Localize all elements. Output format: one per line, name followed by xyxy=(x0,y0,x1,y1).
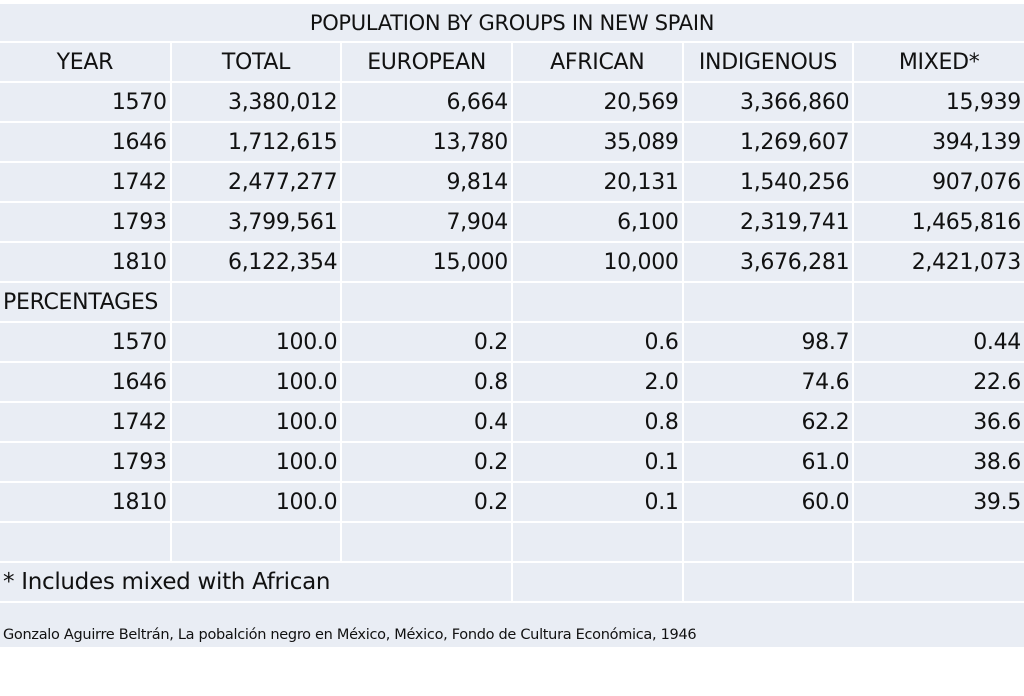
table-cell: 9,814 xyxy=(340,161,513,203)
table-cell: 10,000 xyxy=(510,241,684,283)
table-cell: 36.6 xyxy=(852,401,1024,443)
table-cell: 15,939 xyxy=(852,81,1024,123)
table-cell: 1793 xyxy=(0,441,172,483)
table-cell: 6,100 xyxy=(510,201,684,243)
table-cell: 6,122,354 xyxy=(169,241,343,283)
table-cell: 0.1 xyxy=(510,481,684,523)
table-cell: 1570 xyxy=(0,81,172,123)
table-cell: 15,000 xyxy=(340,241,513,283)
table-cell: 61.0 xyxy=(681,441,855,483)
table-cell: 3,366,860 xyxy=(681,81,855,123)
table-cell: 0.8 xyxy=(340,361,513,403)
table-cell: 39.5 xyxy=(852,481,1024,523)
table-cell: 1570 xyxy=(0,321,172,363)
table-cell: 100.0 xyxy=(169,481,343,523)
table-cell: 0.6 xyxy=(510,321,684,363)
table-cell: 907,076 xyxy=(852,161,1024,203)
table-row: 1570 100.0 0.2 0.6 98.7 0.44 xyxy=(0,321,1024,363)
table-cell: 98.7 xyxy=(681,321,855,363)
table-row: 1646 1,712,615 13,780 35,089 1,269,607 394,13… xyxy=(0,121,1024,163)
footnote: * Includes mixed with African xyxy=(0,561,513,603)
population-table: POPULATION BY GROUPS IN NEW SPAIN YEAR TO… xyxy=(0,4,1024,649)
table-cell: 2,319,741 xyxy=(681,201,855,243)
table-cell: 13,780 xyxy=(340,121,513,163)
table-cell: 1,712,615 xyxy=(169,121,343,163)
table-cell: 1646 xyxy=(0,121,172,163)
table-row: 1646 100.0 0.8 2.0 74.6 22.6 xyxy=(0,361,1024,403)
source-row: Gonzalo Aguirre Beltrán, La pobalción ne… xyxy=(0,601,1024,649)
table-cell: 20,131 xyxy=(510,161,684,203)
table-row: 1810 6,122,354 15,000 10,000 3,676,281 2,421,… xyxy=(0,241,1024,283)
column-header: INDIGENOUS xyxy=(681,41,855,83)
header-row: YEAR TOTAL EUROPEAN AFRICAN INDIGENOUS MIXED* xyxy=(0,41,1024,83)
footnote-row: * Includes mixed with African xyxy=(0,561,1024,603)
table-cell: 1,269,607 xyxy=(681,121,855,163)
table-cell: 2,421,073 xyxy=(852,241,1024,283)
table-cell: 0.8 xyxy=(510,401,684,443)
table-cell: 74.6 xyxy=(681,361,855,403)
table-cell: 0.44 xyxy=(852,321,1024,363)
percentages-label: PERCENTAGES xyxy=(0,281,172,323)
table-cell: 1793 xyxy=(0,201,172,243)
table-cell: 3,380,012 xyxy=(169,81,343,123)
table-row: 1742 2,477,277 9,814 20,131 1,540,256 907,076 xyxy=(0,161,1024,203)
table-cell: 1,465,816 xyxy=(852,201,1024,243)
table-title: POPULATION BY GROUPS IN NEW SPAIN xyxy=(0,4,1024,43)
column-header: TOTAL xyxy=(169,41,343,83)
table-cell: 35,089 xyxy=(510,121,684,163)
column-header: AFRICAN xyxy=(510,41,684,83)
table-row: 1742 100.0 0.4 0.8 62.2 36.6 xyxy=(0,401,1024,443)
table-row: 1810 100.0 0.2 0.1 60.0 39.5 xyxy=(0,481,1024,523)
table-cell: 0.2 xyxy=(340,321,513,363)
table-cell: 100.0 xyxy=(169,441,343,483)
table-row: 1570 3,380,012 6,664 20,569 3,366,860 15,939 xyxy=(0,81,1024,123)
table-cell: 38.6 xyxy=(852,441,1024,483)
column-header: YEAR xyxy=(0,41,172,83)
table-cell: 7,904 xyxy=(340,201,513,243)
table-cell: 100.0 xyxy=(169,361,343,403)
table-cell: 0.1 xyxy=(510,441,684,483)
table-cell: 2,477,277 xyxy=(169,161,343,203)
table-cell: 60.0 xyxy=(681,481,855,523)
table-row: 1793 100.0 0.2 0.1 61.0 38.6 xyxy=(0,441,1024,483)
column-header: EUROPEAN xyxy=(340,41,513,83)
table-cell: 62.2 xyxy=(681,401,855,443)
table-cell: 3,676,281 xyxy=(681,241,855,283)
table-cell: 6,664 xyxy=(340,81,513,123)
table-cell: 1742 xyxy=(0,401,172,443)
table-cell: 0.2 xyxy=(340,481,513,523)
table-cell: 1,540,256 xyxy=(681,161,855,203)
table-cell: 22.6 xyxy=(852,361,1024,403)
empty-row xyxy=(0,521,1024,563)
table-cell: 394,139 xyxy=(852,121,1024,163)
table-cell: 20,569 xyxy=(510,81,684,123)
table-cell: 0.4 xyxy=(340,401,513,443)
table-cell: 1742 xyxy=(0,161,172,203)
percentages-row: PERCENTAGES xyxy=(0,281,1024,323)
table-row: 1793 3,799,561 7,904 6,100 2,319,741 1,465,81… xyxy=(0,201,1024,243)
table-cell: 1810 xyxy=(0,481,172,523)
table-cell: 1646 xyxy=(0,361,172,403)
column-header: MIXED* xyxy=(852,41,1024,83)
table-cell: 2.0 xyxy=(510,361,684,403)
table-cell: 0.2 xyxy=(340,441,513,483)
table-cell: 3,799,561 xyxy=(169,201,343,243)
table-cell: 100.0 xyxy=(169,321,343,363)
table-cell: 1810 xyxy=(0,241,172,283)
table-cell: 100.0 xyxy=(169,401,343,443)
source-citation: Gonzalo Aguirre Beltrán, La pobalción ne… xyxy=(0,601,1024,649)
